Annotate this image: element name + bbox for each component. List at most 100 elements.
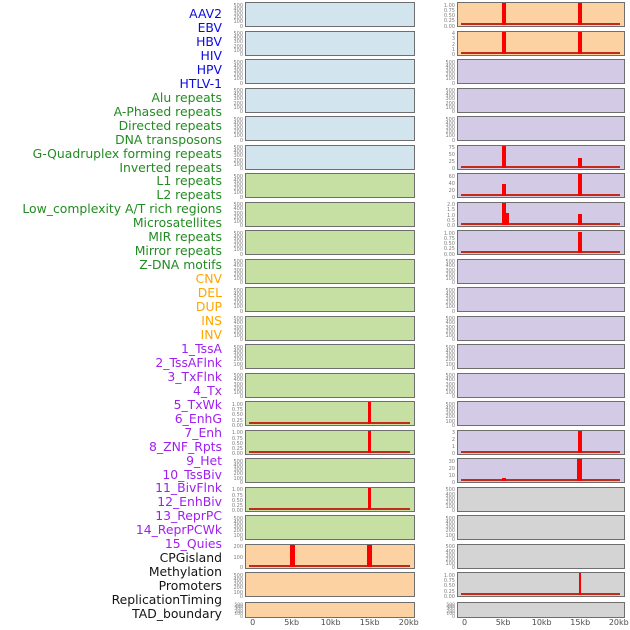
y-tick-label: 0.75 xyxy=(231,492,243,499)
y-tick-label: 100 xyxy=(445,361,455,368)
y-tick-label: 400 xyxy=(445,291,455,298)
y-tick-label: 0.50 xyxy=(443,241,455,248)
track-label-22: DUP xyxy=(195,299,222,315)
y-tick-label: 400 xyxy=(233,263,243,270)
y-tick-label: 200 xyxy=(233,471,243,478)
y-tick-label: 25 xyxy=(448,159,455,166)
y-tick-label: 400 xyxy=(445,263,455,270)
y-tick-label: 400 xyxy=(233,92,243,99)
panel-left-2: 0 100 200 300 400 500 xyxy=(233,30,415,58)
track-label-15: Low_complexity A/T rich regions xyxy=(22,201,222,217)
y-tick-label: 0.50 xyxy=(231,412,243,419)
panel-left-16: 0.00 0.25 0.50 0.75 1.00 xyxy=(232,429,415,457)
y-tick-label: 100 xyxy=(233,475,243,482)
y-tick-label: 500 xyxy=(233,2,243,9)
track-label-33: 9_Het xyxy=(186,452,222,468)
y-tick-label: 0 xyxy=(451,536,455,543)
track-label-21: DEL xyxy=(197,285,222,301)
y-tick-label: 300 xyxy=(233,153,243,160)
y-tick-label: 3 xyxy=(451,36,455,43)
y-tick-label: 2 xyxy=(451,437,455,444)
y-tick-label: 0 xyxy=(240,614,243,620)
y-tick-label: 500 xyxy=(445,316,455,323)
panel-right-7: 0 20 40 60 xyxy=(449,173,625,200)
y-tick-label: 0 xyxy=(239,194,243,201)
y-tick-label: 0 xyxy=(239,308,243,315)
panel-right-10: 0 100 200 300 400 500 xyxy=(445,258,625,286)
signal-spike xyxy=(366,544,372,567)
y-tick-label: 100 xyxy=(233,47,243,54)
y-tick-label: 500 xyxy=(233,145,243,152)
y-tick-label: 100 xyxy=(234,612,243,618)
y-tick-label: 0.00 xyxy=(231,451,243,458)
y-tick-label: 0.50 xyxy=(443,583,455,590)
y-tick-label: 200 xyxy=(233,243,243,250)
signal-baseline xyxy=(461,450,620,453)
signal-spike xyxy=(577,213,582,225)
y-tick-label: 100 xyxy=(233,304,243,311)
y-tick-label: 60 xyxy=(448,173,455,180)
y-tick-label: 500 xyxy=(233,116,243,123)
y-tick-label: 100 xyxy=(233,275,243,282)
track-label-19: Z-DNA motifs xyxy=(139,257,222,273)
signal-spike xyxy=(367,430,371,453)
signal-baseline xyxy=(249,507,410,510)
y-tick-label: 0 xyxy=(451,166,455,173)
y-tick-label: 200 xyxy=(445,556,455,563)
panel-left-9: 0 100 200 300 400 500 xyxy=(233,230,415,257)
y-tick-label: 1.00 xyxy=(443,230,455,237)
signal-spike xyxy=(577,459,583,482)
y-tick-label: 200 xyxy=(445,72,455,79)
y-tick-label: 1.00 xyxy=(231,430,243,437)
y-tick-label: 200 xyxy=(233,72,243,79)
y-tick-label: 300 xyxy=(233,524,243,531)
y-tick-label: 75 xyxy=(448,145,455,152)
track-label-39: 15_Quies xyxy=(164,536,222,552)
y-tick-label: 100 xyxy=(233,554,243,561)
signal-spike xyxy=(578,573,581,596)
panel-right-9: 0.00 0.25 0.50 0.75 1.00 xyxy=(444,230,625,257)
y-tick-label: 100 xyxy=(445,418,455,425)
y-tick-label: 0 xyxy=(451,137,455,144)
y-tick-label: 100 xyxy=(233,133,243,140)
y-tick-label: 0 xyxy=(239,251,243,258)
y-tick-label: 200 xyxy=(233,357,243,364)
y-tick-label: 300 xyxy=(445,410,455,417)
track-label-31: 7_Enh xyxy=(184,424,222,440)
y-tick-label: 300 xyxy=(233,182,243,188)
y-tick-label: 400 xyxy=(445,120,455,127)
y-tick-label: 200 xyxy=(233,544,243,551)
y-tick-label: 200 xyxy=(233,328,243,335)
track-label-10: DNA transposons xyxy=(115,131,222,147)
y-tick-label: 200 xyxy=(446,609,455,615)
y-tick-label: 100 xyxy=(233,161,243,168)
y-tick-label: 200 xyxy=(445,300,455,307)
y-tick-label: 0.5 xyxy=(447,217,455,224)
y-tick-label: 0 xyxy=(451,280,455,287)
y-tick-label: 100 xyxy=(445,333,455,340)
track-label-43: ReplicationTiming xyxy=(111,592,222,608)
y-tick-label: 0 xyxy=(451,308,455,315)
signal-spike xyxy=(367,402,371,425)
signal-spike xyxy=(577,3,582,25)
y-tick-label: 0 xyxy=(239,536,243,543)
y-tick-label: 300 xyxy=(233,467,243,474)
signal-baseline xyxy=(461,251,620,254)
y-tick-label: 100 xyxy=(233,532,243,539)
y-tick-label: 50 xyxy=(448,152,455,159)
y-tick-label: 200 xyxy=(233,43,243,50)
y-tick-label: 0 xyxy=(239,565,243,572)
y-tick-label: 300 xyxy=(445,124,455,131)
track-label-4: HIV xyxy=(200,47,222,63)
panel-left-18: 0.00 0.25 0.50 0.75 1.00 xyxy=(232,486,415,514)
y-tick-label: 100 xyxy=(233,361,243,368)
y-tick-label: 0 xyxy=(451,394,455,401)
y-tick-label: 300 xyxy=(233,296,243,303)
signal-spike xyxy=(501,478,506,482)
y-tick-label: 300 xyxy=(233,124,243,131)
y-tick-label: 300 xyxy=(233,267,243,274)
y-tick-label: 200 xyxy=(233,129,243,136)
y-tick-label: 300 xyxy=(445,67,455,74)
y-tick-label: 500 xyxy=(445,373,455,380)
